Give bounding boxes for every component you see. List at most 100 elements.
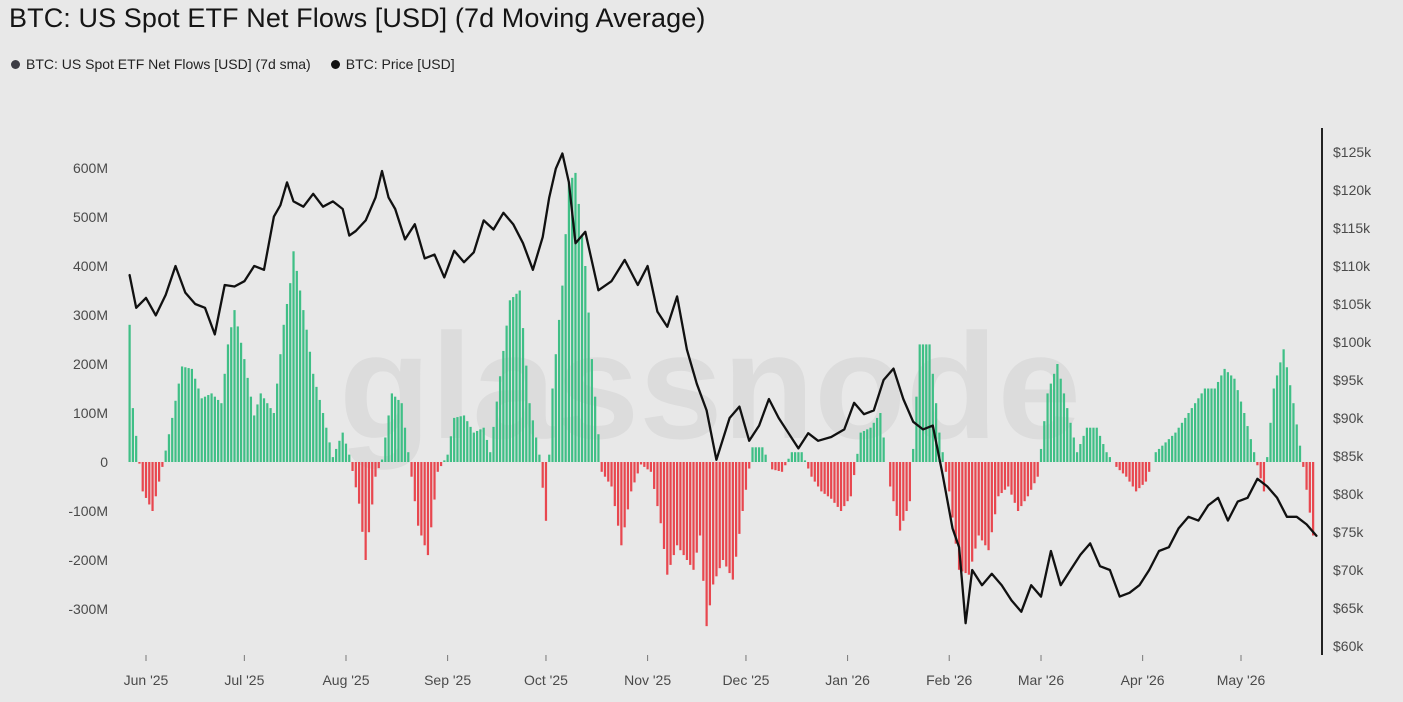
outflow-bar [823,462,826,494]
inflow-bar [912,448,915,462]
inflow-bar [318,399,321,462]
outflow-bar [721,462,725,560]
outflow-bar [702,462,705,581]
inflow-bar [1066,408,1069,462]
outflow-bar [413,462,416,502]
inflow-bar [498,376,502,462]
inflow-bar [128,324,131,462]
y-left-tick-label: -100M [68,503,108,519]
inflow-bar [921,344,925,462]
outflow-bar [731,462,734,580]
inflow-bar [236,326,239,462]
outflow-bar [777,462,780,471]
x-tick-label: Mar '26 [1018,672,1064,688]
outflow-bar [908,462,911,502]
outflow-bar [666,462,669,575]
inflow-bar [279,354,282,462]
y-right-tick-label: $80k [1333,486,1364,502]
inflow-bar [1253,452,1256,462]
outflow-bar [1302,462,1305,467]
inflow-bar [197,388,200,462]
inflow-bar [203,396,207,462]
inflow-bar [869,427,872,462]
y-left-tick-label: 500M [73,209,108,225]
legend-item-price[interactable]: BTC: Price [USD] [330,56,455,72]
outflow-bar [748,462,751,469]
inflow-bar [403,427,407,462]
x-tick-label: Apr '26 [1121,672,1165,688]
outflow-bar [846,462,849,502]
inflow-bar [400,403,403,462]
inflow-bar [253,415,256,462]
inflow-bar [298,290,302,462]
inflow-bar [1046,393,1049,462]
outflow-bar [902,462,905,521]
inflow-bar [590,359,593,462]
legend-item-net-flows[interactable]: BTC: US Spot ETF Net Flows [USD] (7d sma… [11,56,311,72]
inflow-bar [1190,408,1193,462]
inflow-bar [1210,388,1213,462]
inflow-bar [325,427,328,462]
inflow-bar [1230,375,1233,462]
inflow-bar [561,285,564,462]
outflow-bar [833,462,836,503]
outflow-bar [158,462,161,482]
y-right-tick-label: $95k [1333,372,1364,388]
inflow-bar [580,234,584,462]
inflow-bar [331,457,334,462]
outflow-bar [439,462,443,467]
outflow-bar [1259,462,1262,479]
outflow-bar [744,462,748,490]
outflow-bar [138,462,141,464]
y-right-tick-label: $65k [1333,600,1364,616]
inflow-bar [1167,439,1170,462]
inflow-bar [1272,388,1275,462]
outflow-bar [1125,462,1128,477]
inflow-bar [476,430,479,462]
inflow-bar [1193,403,1197,462]
outflow-bar [695,462,698,553]
inflow-bar [207,395,210,462]
inflow-bar [187,368,190,462]
outflow-bar [643,462,646,467]
inflow-bar [1177,427,1180,462]
outflow-bar [718,462,721,569]
outflow-bar [948,462,951,492]
outflow-bar [367,462,371,533]
x-tick-label: Oct '25 [524,672,568,688]
x-tick-label: Aug '25 [322,672,369,688]
inflow-bar [315,386,318,462]
outflow-bar [623,462,626,528]
outflow-bar [967,462,970,575]
outflow-bar [813,462,816,482]
outflow-bar [423,462,426,546]
inflow-bar [515,293,518,462]
inflow-bar [1249,439,1252,462]
inflow-bar [571,177,574,463]
inflow-bar [862,430,866,462]
outflow-bar [1141,462,1144,485]
inflow-bar [531,420,534,462]
inflow-bar [1292,403,1295,462]
outflow-bar [826,462,830,497]
inflow-bar [233,310,236,462]
inflow-bar [1164,442,1167,462]
inflow-bar [941,452,944,462]
outflow-bar [974,462,977,549]
x-tick-label: Nov '25 [624,672,671,688]
inflow-bar [1295,424,1298,462]
outflow-bar [639,462,643,465]
inflow-bar [1108,457,1111,462]
inflow-bar [397,399,400,462]
inflow-bar [512,297,515,462]
inflow-bar [1161,445,1164,462]
outflow-bar [898,462,902,531]
inflow-bar [790,452,793,462]
x-tick-label: Jun '25 [124,672,169,688]
inflow-bar [1157,448,1161,462]
outflow-bar [154,462,157,497]
inflow-bar [456,417,459,462]
outflow-bar [1030,462,1033,490]
inflow-bar [341,432,344,462]
inflow-bar [564,234,567,462]
